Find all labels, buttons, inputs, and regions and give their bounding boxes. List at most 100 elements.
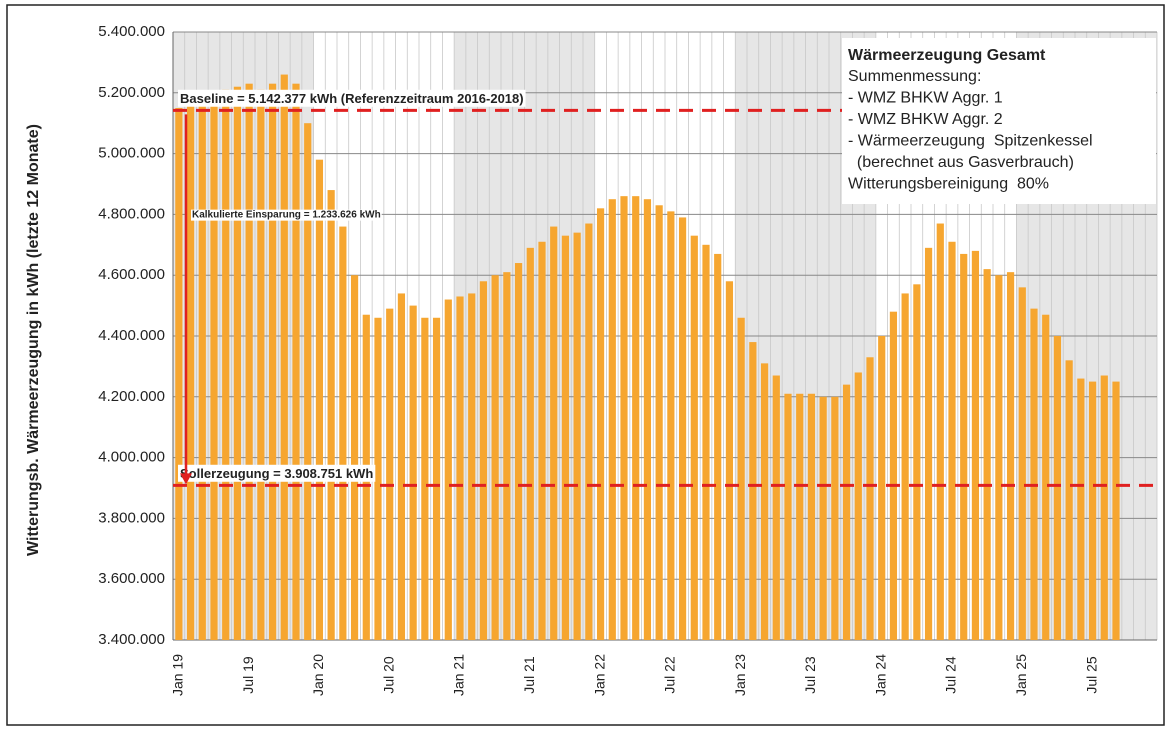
- bar: [561, 235, 570, 640]
- label-bg: [178, 89, 526, 107]
- bar: [491, 275, 499, 640]
- bar: [198, 95, 206, 641]
- arrow-head: [180, 473, 192, 485]
- bar: [831, 396, 839, 640]
- bar: [1042, 314, 1050, 640]
- bar: [292, 83, 300, 641]
- bar: [936, 223, 944, 640]
- bar: [386, 308, 394, 640]
- bar: [889, 311, 898, 640]
- bar: [842, 384, 851, 640]
- bar: [737, 317, 745, 640]
- x-tick-label: Jan 24: [872, 654, 888, 696]
- info-line: Witterungsbereinigung 80%: [848, 176, 1049, 193]
- bar: [995, 275, 1003, 640]
- bar: [503, 272, 511, 640]
- bar: [327, 190, 335, 640]
- bar: [667, 211, 675, 641]
- bar: [210, 92, 218, 641]
- bar: [186, 101, 195, 641]
- x-tick-label: Jul 20: [380, 656, 396, 694]
- info-line: - WMZ BHKW Aggr. 2: [848, 111, 1003, 128]
- bar: [678, 217, 687, 640]
- bar: [514, 263, 523, 640]
- bar: [1006, 272, 1015, 640]
- bar: [924, 247, 933, 640]
- bar: [585, 223, 593, 640]
- bar: [233, 86, 242, 641]
- bar: [374, 317, 382, 640]
- bar: [854, 372, 862, 640]
- bar: [913, 284, 921, 640]
- y-tick-label: 5.400.000: [98, 23, 165, 40]
- x-tick-label: Jul 22: [662, 656, 678, 694]
- bar: [596, 208, 605, 640]
- bar: [468, 293, 476, 640]
- bar: [714, 253, 722, 641]
- bar: [702, 244, 710, 641]
- bar: [960, 253, 968, 641]
- bar: [479, 281, 488, 640]
- bar: [339, 226, 347, 640]
- info-line: - Wärmeerzeugung Spitzenkessel: [848, 133, 1093, 150]
- bar: [421, 317, 429, 640]
- bar: [760, 363, 769, 640]
- x-tick-label: Jul 19: [240, 656, 256, 694]
- bar: [432, 317, 441, 640]
- bar: [409, 305, 417, 640]
- y-tick-label: 3.400.000: [98, 631, 165, 648]
- info-line: Summenmessung:: [848, 68, 981, 85]
- bar: [315, 159, 324, 640]
- bar: [550, 226, 558, 640]
- bar: [397, 293, 406, 640]
- bar: [268, 83, 277, 641]
- bar: [1077, 378, 1085, 640]
- bar: [901, 293, 909, 640]
- bar: [772, 375, 780, 640]
- label-bg: [191, 209, 382, 221]
- info-title: Wärmeerzeugung Gesamt: [848, 47, 1046, 64]
- bar: [175, 108, 183, 640]
- bar: [526, 247, 534, 640]
- bar: [1100, 375, 1108, 640]
- y-tick-label: 3.600.000: [98, 570, 165, 587]
- reference-label: Baseline = 5.142.377 kWh (Referenzzeitra…: [180, 91, 524, 106]
- bar: [784, 393, 792, 640]
- x-tick-label: Jul 24: [943, 656, 959, 694]
- label-bg: [178, 464, 376, 482]
- y-tick-label: 4.200.000: [98, 388, 165, 405]
- info-line: (berechnet aus Gasverbrauch): [848, 154, 1074, 171]
- bar: [538, 241, 546, 640]
- bar: [350, 275, 359, 640]
- reference-label: Sollerzeugung = 3.908.751 kWh: [180, 466, 373, 481]
- bar: [1053, 336, 1062, 640]
- y-tick-label: 3.800.000: [98, 509, 165, 526]
- x-tick-label: Jul 21: [521, 656, 537, 694]
- bar: [573, 232, 581, 640]
- x-tick-label: Jan 23: [732, 654, 748, 696]
- bar: [1030, 308, 1038, 640]
- bar: [749, 342, 757, 640]
- x-tick-label: Jul 23: [802, 656, 818, 694]
- bar: [304, 123, 312, 640]
- bar: [807, 393, 816, 640]
- bar: [222, 89, 230, 640]
- bar: [1088, 381, 1097, 640]
- y-tick-label: 4.000.000: [98, 449, 165, 466]
- bar: [1112, 381, 1120, 640]
- y-tick-label: 5.200.000: [98, 84, 165, 101]
- bar: [971, 250, 980, 640]
- bar: [866, 357, 874, 640]
- bar: [280, 74, 288, 640]
- x-tick-label: Jul 25: [1083, 656, 1099, 694]
- bar: [983, 269, 991, 640]
- bar: [245, 83, 253, 641]
- bar: [725, 281, 734, 640]
- y-tick-label: 4.400.000: [98, 327, 165, 344]
- y-tick-label: 4.600.000: [98, 266, 165, 283]
- x-tick-label: Jan 20: [310, 654, 326, 696]
- y-tick-label: 5.000.000: [98, 145, 165, 162]
- info-box: [842, 38, 1156, 204]
- bar: [608, 199, 616, 640]
- bar: [1065, 360, 1073, 640]
